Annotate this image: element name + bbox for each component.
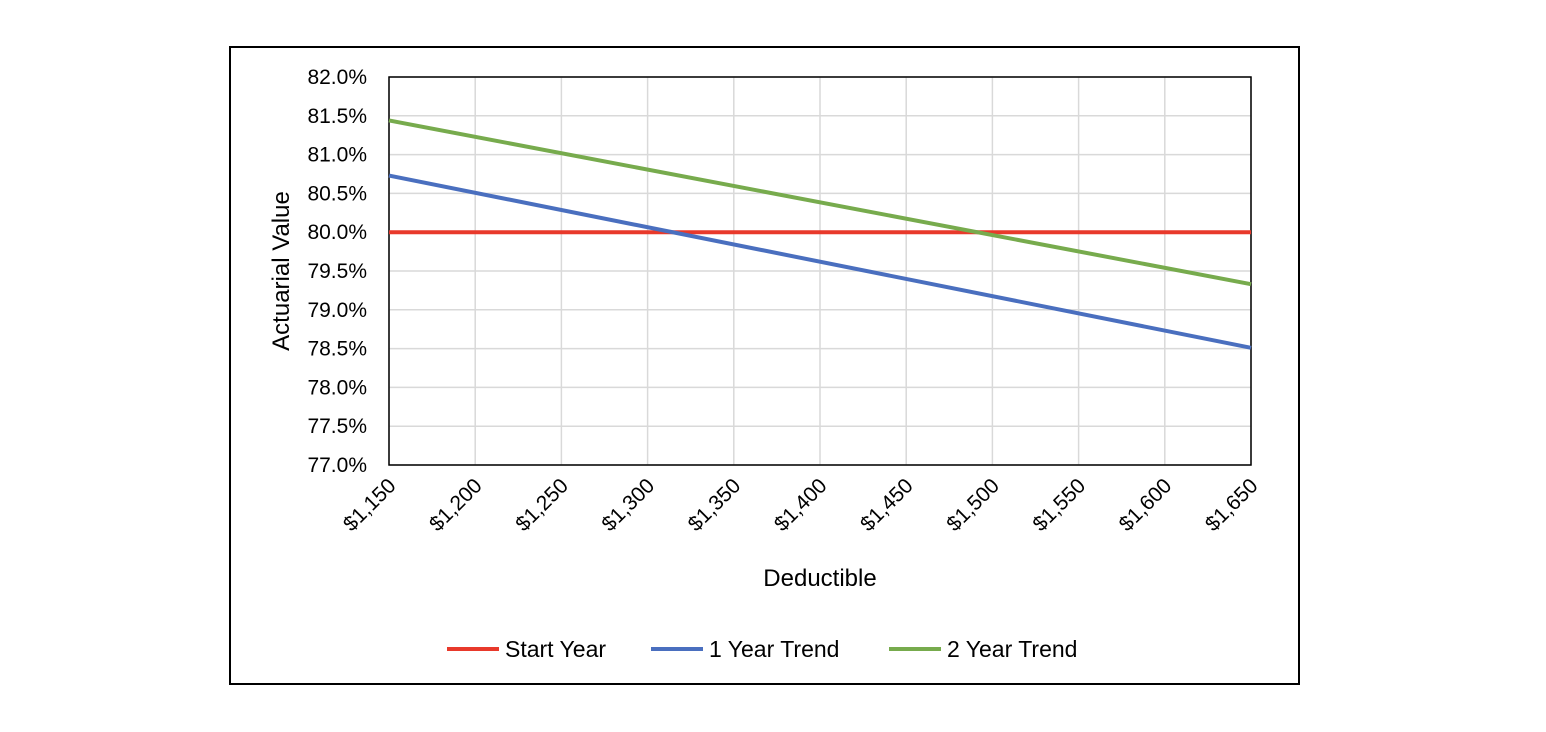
y-tick-label: 81.5% [307,105,367,128]
x-tick-label: $1,500 [942,474,1004,536]
y-tick-label: 80.0% [307,221,367,244]
legend-label: 1 Year Trend [709,636,839,662]
x-tick-label: $1,300 [597,474,659,536]
legend-label: 2 Year Trend [947,636,1077,662]
x-tick-label: $1,550 [1028,474,1090,536]
x-tick-label: $1,450 [856,474,918,536]
legend: Start Year 1 Year Trend 2 Year Trend [447,636,1077,662]
x-axis-tick-labels: $1,150 $1,200 $1,250 $1,300 $1,350 $1,400 $1,4… [339,474,1263,536]
x-tick-label: $1,200 [425,474,487,536]
y-tick-label: 82.0% [307,66,367,89]
y-tick-label: 80.5% [307,182,367,205]
y-tick-label: 77.5% [307,415,367,438]
y-tick-label: 78.5% [307,338,367,361]
y-tick-label: 79.0% [307,299,367,322]
legend-label: Start Year [505,636,606,662]
x-tick-label: $1,650 [1201,474,1263,536]
line-chart: 77.0% 77.5% 78.0% 78.5% 79.0% 79.5% 80.0% 80.5%… [268,66,1263,662]
series-line-3 [388,118,1252,287]
y-tick-label: 81.0% [307,144,367,167]
series-lines [388,118,1252,350]
x-tick-label: $1,600 [1115,474,1177,536]
x-tick-label: $1,350 [684,474,746,536]
x-tick-label: $1,250 [511,474,573,536]
grid-lines [388,76,1252,466]
series-line-2 [388,173,1252,350]
y-tick-label: 77.0% [307,454,367,477]
chart-frame: 77.0% 77.5% 78.0% 78.5% 79.0% 79.5% 80.0% 80.5%… [229,46,1300,685]
y-tick-label: 79.5% [307,260,367,283]
x-tick-label: $1,150 [339,474,401,536]
y-tick-label: 78.0% [307,376,367,399]
x-axis-title: Deductible [763,565,876,592]
y-axis-tick-labels: 77.0% 77.5% 78.0% 78.5% 79.0% 79.5% 80.0% 80.5%… [307,66,367,477]
x-tick-label: $1,400 [770,474,832,536]
plot-area-border [388,76,1252,466]
y-axis-title: Actuarial Value [268,191,295,351]
